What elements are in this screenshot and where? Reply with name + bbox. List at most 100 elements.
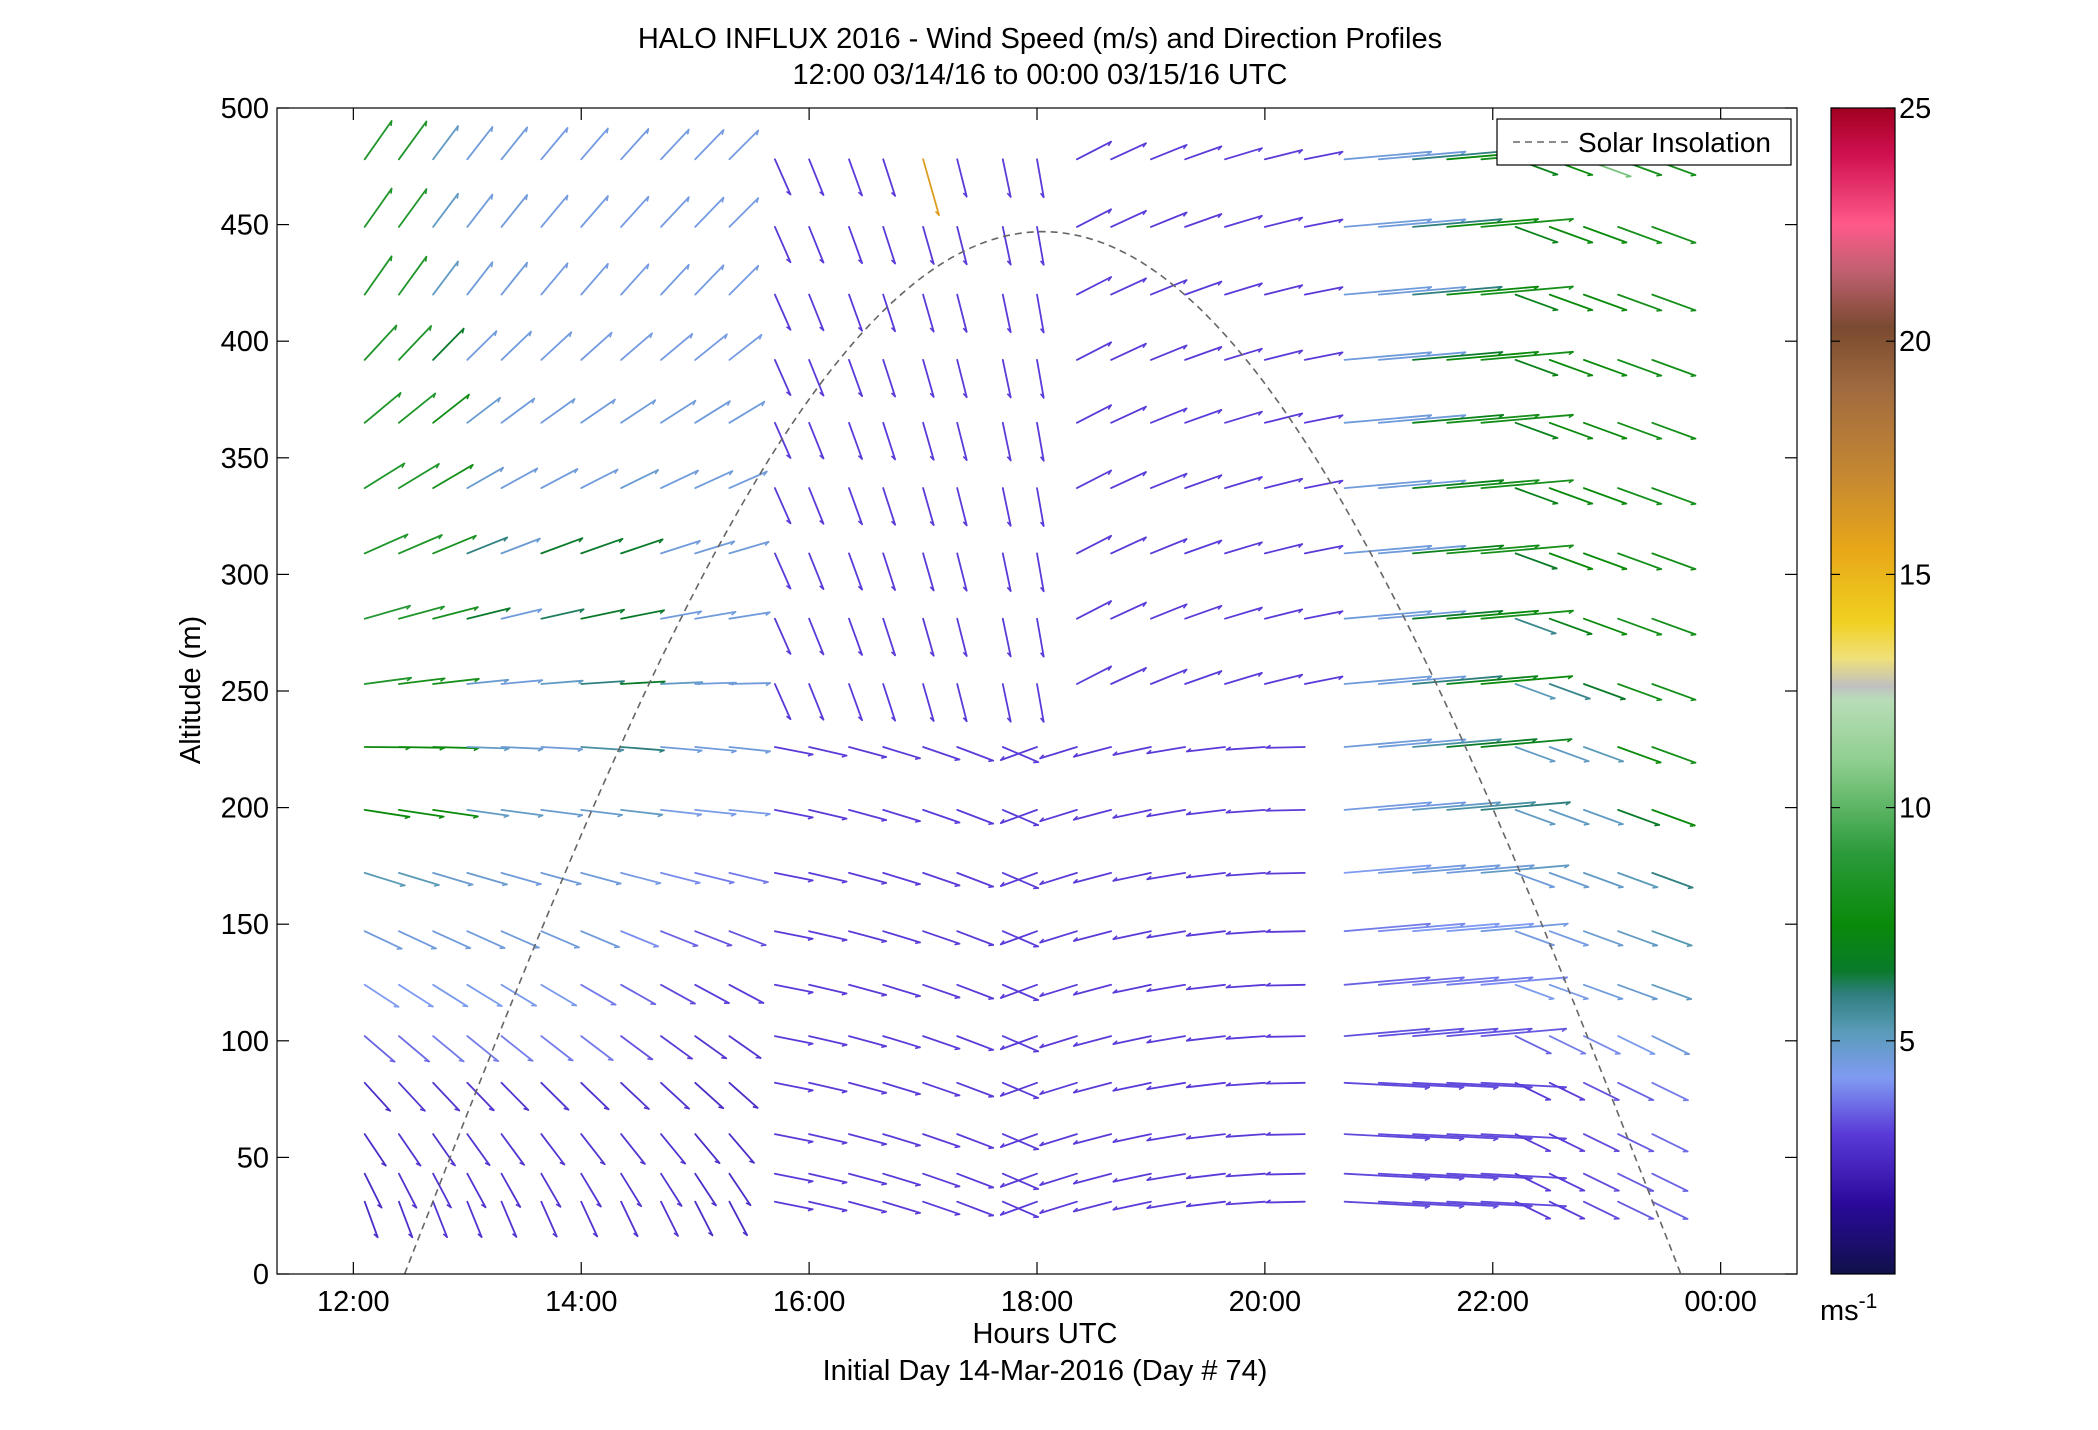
wind-arrow-c16-l0 (957, 1202, 993, 1216)
wind-arrow-head-c12-l7 (842, 882, 847, 883)
wind-arrow-c23-l8 (1187, 810, 1225, 815)
wind-arrow-head-c2-l18 (457, 126, 458, 131)
wind-arrow-c18-l16 (1037, 295, 1044, 333)
wind-arrow-c24-l9 (1227, 747, 1265, 750)
wind-arrow-c10-l10 (729, 683, 770, 684)
wind-arrow-head-c4-l7 (536, 884, 541, 885)
wind-arrow-c13-l16 (849, 295, 862, 331)
wind-arrow-c14-l11 (883, 619, 895, 656)
wind-arrow-c24-l7 (1227, 873, 1265, 876)
wind-arrow-head-c35-l17 (1691, 243, 1696, 244)
wind-arrow-c33-l0 (1584, 1202, 1619, 1219)
wind-arrow-c5-l9 (541, 747, 582, 749)
wind-arrow-c8-l5 (661, 985, 695, 1004)
wind-arrow-c3-l7 (467, 873, 507, 885)
wind-arrow-head-c3-l16 (492, 262, 493, 267)
wind-arrow-c4-l4 (502, 1036, 533, 1061)
wind-arrow-c20-l3 (1074, 1083, 1111, 1093)
wind-arrow-c34-l10 (1618, 684, 1661, 700)
wind-arrow-c12-l4 (809, 1036, 847, 1045)
wind-arrow-c21-l14 (1151, 408, 1187, 422)
wind-arrow-c25-l13 (1305, 481, 1343, 489)
wind-arrow-c16-l18 (957, 159, 967, 196)
wind-arrow-c20-l18 (1111, 143, 1146, 159)
wind-arrow-head-c4-l17 (526, 195, 527, 200)
wind-arrow-c25-l7 (1266, 873, 1305, 874)
wind-arrow-c5-l10 (541, 681, 582, 684)
wind-arrow-c32-l0 (1550, 1202, 1585, 1219)
wind-arrow-c34-l9 (1618, 747, 1661, 762)
wind-arrow-c24-l11 (1265, 609, 1302, 618)
wind-arrow-c21-l18 (1151, 145, 1187, 159)
wind-arrow-c5-l16 (541, 263, 567, 294)
wind-arrow-head-c14-l5 (915, 996, 920, 997)
wind-arrow-c19-l4 (1040, 1036, 1077, 1047)
wind-arrow-head-c6-l16 (607, 264, 608, 269)
wind-arrow-c23-l6 (1187, 931, 1225, 936)
x-tick-label-6: 00:00 (1684, 1286, 1757, 1318)
wind-arrow-c16-l3 (957, 1083, 993, 1097)
wind-arrow-head-c3-l17 (492, 195, 493, 200)
wind-arrow-c2-l7 (433, 873, 473, 885)
wind-arrow-c24-l18 (1265, 150, 1302, 159)
wind-arrow-head-c16-l5 (988, 999, 993, 1000)
wind-arrow-c3-l16 (467, 262, 492, 294)
wind-arrow-c13-l15 (849, 360, 862, 396)
wind-arrow-c14-l15 (883, 360, 895, 397)
wind-arrow-c19-l15 (1077, 342, 1111, 360)
wind-arrow-c12-l13 (809, 488, 823, 524)
wind-arrow-head-c32-l12 (1587, 569, 1592, 570)
wind-arrow-c24-l15 (1265, 351, 1302, 360)
wind-arrow-c33-l4 (1584, 1036, 1620, 1054)
wind-arrow-c31-l5 (1516, 985, 1554, 999)
wind-arrow-head-c11-l0 (808, 1209, 813, 1211)
wind-arrow-c13-l12 (849, 553, 862, 589)
wind-arrow-c12-l6 (809, 931, 847, 940)
wind-arrow-c11-l15 (775, 360, 791, 395)
wind-arrow-c21-l17 (1151, 213, 1187, 227)
wind-arrow-head-c1-l17 (426, 189, 427, 194)
wind-arrow-c22-l13 (1185, 475, 1221, 488)
wind-arrow-head-c12-l2 (842, 1143, 847, 1144)
wind-arrow-c33-l17 (1584, 227, 1627, 243)
wind-arrow-head-c6-l7 (616, 884, 621, 885)
wind-arrow-c9-l14 (695, 401, 730, 423)
wind-arrow-c23-l15 (1225, 349, 1262, 360)
wind-arrow-c2-l2 (433, 1134, 455, 1165)
wind-arrow-c7-l14 (621, 400, 655, 423)
wind-arrow-c35-l7 (1652, 873, 1692, 888)
wind-arrow-head-c32-l8 (1584, 824, 1589, 825)
x-axis-sublabel: Initial Day 14-Mar-2016 (Day # 74) (823, 1355, 1268, 1387)
wind-arrow-c11-l16 (775, 295, 791, 330)
wind-arrow-c24-l4 (1227, 1036, 1265, 1039)
wind-arrow-c18-l13 (1037, 488, 1044, 526)
wind-arrow-c20-l9 (1074, 747, 1111, 757)
wind-arrow-c3-l6 (467, 931, 504, 948)
wind-arrow-c24-l3 (1227, 1083, 1265, 1086)
wind-arrow-head-c10-l3 (753, 1107, 758, 1108)
wind-arrow-c33-l16 (1584, 295, 1627, 310)
wind-arrow-c4-l12 (502, 539, 540, 554)
wind-arrow-c15-l14 (923, 423, 934, 460)
wind-arrow-c1-l6 (399, 931, 436, 948)
wind-arrow-c6-l16 (581, 264, 608, 295)
wind-arrow-head-c32-l15 (1587, 375, 1592, 376)
wind-arrow-c8-l2 (661, 1134, 685, 1164)
wind-arrow-head-c16-l0 (988, 1215, 993, 1216)
wind-arrow-c20-l4 (1074, 1036, 1111, 1046)
wind-arrow-c16-l15 (957, 360, 967, 397)
wind-arrow-head-c35-l15 (1691, 376, 1696, 377)
wind-arrow-c4-l18 (502, 127, 528, 159)
wind-arrow-head-c11-l6 (808, 939, 813, 941)
wind-arrow-head-c11-l3 (808, 1090, 813, 1092)
wind-arrow-c33-l14 (1584, 423, 1627, 439)
wind-arrow-c19-l7 (1040, 873, 1077, 884)
wind-arrow-c7-l10 (621, 682, 665, 685)
wind-arrow-c22-l18 (1185, 146, 1221, 159)
wind-arrow-c15-l12 (923, 553, 934, 590)
x-tick-label-3: 18:00 (1001, 1286, 1074, 1318)
wind-arrow-c31-l9 (1516, 747, 1555, 761)
wind-arrow-c32-l13 (1550, 488, 1593, 504)
wind-arrow-c0-l12 (365, 534, 408, 553)
